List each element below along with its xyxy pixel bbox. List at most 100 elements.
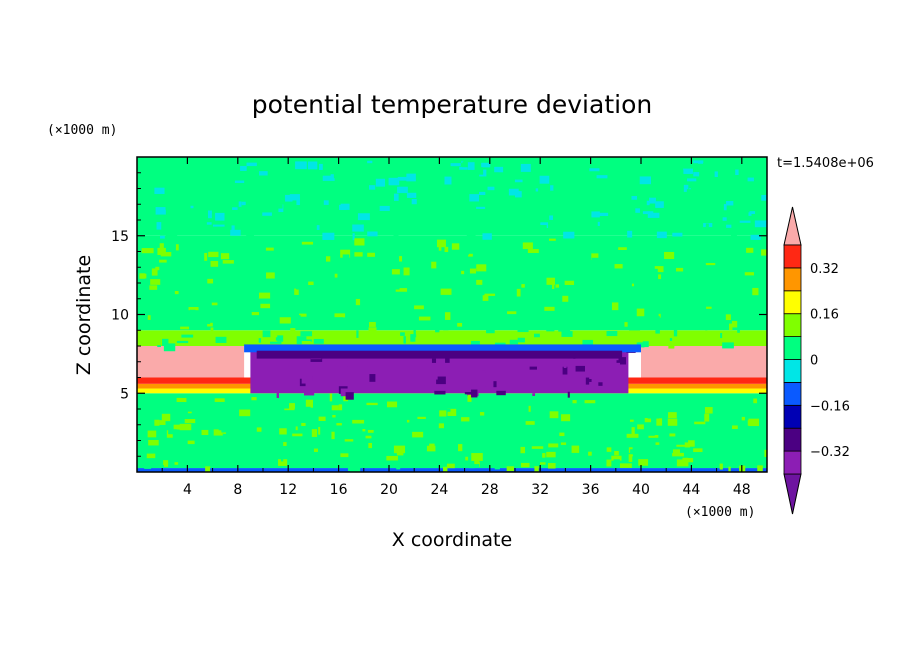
texture-patch [150, 279, 161, 285]
texture-patch [360, 400, 372, 405]
texture-patch [649, 197, 656, 204]
texture-patch [616, 357, 627, 365]
texture-patch [539, 175, 550, 184]
texture-patch [473, 429, 477, 435]
texture-patch [591, 236, 601, 239]
colorbar-tick-label: 0.32 [810, 262, 839, 277]
texture-patch [668, 449, 674, 453]
texture-patch [542, 453, 546, 458]
texture-patch [148, 440, 159, 446]
texture-patch [365, 267, 373, 272]
texture-patch [637, 306, 643, 310]
x-tick-label: 12 [279, 482, 297, 498]
texture-patch [241, 201, 246, 206]
texture-patch [389, 285, 400, 290]
texture-patch [202, 316, 211, 325]
texture-patch [469, 465, 475, 469]
x-tick-label: 16 [330, 482, 348, 498]
texture-patch [469, 268, 479, 274]
texture-patch [559, 191, 567, 200]
texture-patch [139, 461, 145, 466]
texture-patch [383, 247, 393, 256]
texture-patch [287, 270, 297, 278]
texture-patch [548, 443, 559, 448]
texture-patch [696, 264, 706, 270]
texture-patch [212, 224, 225, 227]
texture-patch [160, 252, 172, 257]
texture-patch [389, 338, 396, 341]
texture-patch [308, 376, 320, 380]
texture-patch [723, 449, 733, 454]
texture-patch [517, 329, 529, 333]
texture-patch [144, 466, 152, 469]
rim-blue [256, 350, 623, 359]
texture-patch [207, 322, 213, 327]
texture-patch [362, 337, 366, 345]
texture-patch [221, 427, 233, 433]
texture-patch [629, 419, 634, 422]
texture-patch [468, 253, 473, 257]
texture-patch [174, 287, 179, 295]
texture-patch [367, 231, 378, 237]
texture-patch [498, 170, 508, 177]
texture-patch [613, 459, 620, 462]
texture-patch [183, 227, 190, 232]
texture-patch [456, 378, 462, 383]
texture-patch [298, 302, 308, 306]
texture-patch [304, 388, 315, 396]
texture-patch [334, 207, 338, 213]
texture-patch [407, 223, 411, 232]
texture-patch [680, 169, 684, 177]
texture-patch [522, 242, 533, 250]
texture-patch [546, 451, 556, 458]
field-region-10 [137, 157, 767, 236]
texture-patch [383, 436, 390, 443]
texture-patch [176, 340, 189, 344]
texture-patch [288, 210, 300, 214]
texture-patch [631, 294, 637, 299]
texture-patch [396, 463, 401, 470]
texture-patch [493, 381, 497, 388]
texture-patch [201, 429, 209, 436]
texture-patch [320, 379, 328, 383]
texture-patch [606, 447, 612, 452]
texture-patch [761, 194, 767, 201]
x-tick-label: 24 [430, 482, 448, 498]
texture-patch [257, 196, 263, 202]
texture-patch [739, 220, 751, 223]
texture-patch [189, 309, 196, 313]
texture-patch [323, 200, 329, 205]
x-axis-label: X coordinate [392, 529, 512, 551]
texture-patch [442, 338, 445, 343]
texture-patch [213, 429, 223, 436]
texture-patch [414, 334, 417, 338]
colorbar-segment [783, 313, 802, 338]
texture-patch [676, 267, 684, 272]
texture-patch [185, 414, 195, 418]
texture-patch [708, 270, 717, 276]
texture-patch [575, 365, 585, 372]
texture-patch [562, 201, 568, 207]
texture-patch [538, 415, 550, 418]
texture-patch [479, 340, 489, 348]
texture-patch [694, 421, 706, 425]
texture-patch [453, 433, 458, 441]
texture-patch [620, 273, 632, 281]
texture-patch [333, 172, 345, 179]
texture-patch [571, 445, 580, 453]
texture-patch [538, 230, 547, 235]
texture-patch [606, 330, 618, 337]
texture-patch [749, 211, 756, 214]
texture-patch [442, 408, 451, 412]
texture-patch [561, 331, 573, 337]
texture-patch [236, 406, 248, 412]
texture-patch [722, 217, 727, 221]
colorbar: 0.32 0.16 0 −0.16 −0.32 [783, 206, 850, 515]
texture-patch [391, 269, 400, 275]
texture-patch [719, 463, 723, 470]
texture-patch [448, 448, 457, 456]
texture-patch [256, 427, 262, 432]
texture-patch [469, 194, 479, 202]
texture-patch [334, 313, 346, 318]
texture-patch [683, 168, 693, 174]
